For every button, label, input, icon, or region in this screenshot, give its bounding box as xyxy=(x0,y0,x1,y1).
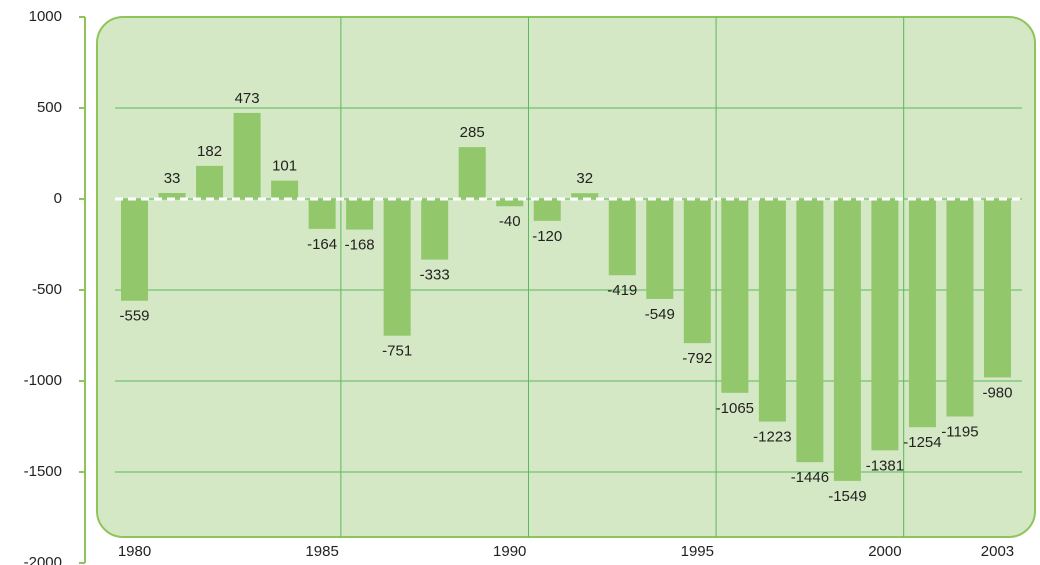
data-label: -549 xyxy=(645,306,675,323)
data-label: -333 xyxy=(420,267,450,284)
data-label: -419 xyxy=(607,282,637,299)
bar xyxy=(833,199,861,481)
x-tick-label: 2000 xyxy=(868,543,901,560)
data-label: 101 xyxy=(272,158,297,175)
bar xyxy=(983,199,1011,378)
data-label: -164 xyxy=(307,236,337,253)
data-label: -1381 xyxy=(866,457,904,474)
data-label: -1195 xyxy=(941,423,978,440)
data-label: -1446 xyxy=(791,469,829,486)
data-label: 285 xyxy=(460,124,485,141)
data-label: -792 xyxy=(682,350,712,367)
data-label: -120 xyxy=(532,228,562,245)
bar xyxy=(421,199,449,260)
bar xyxy=(271,180,299,199)
bar xyxy=(871,199,899,451)
data-label: 33 xyxy=(164,170,181,187)
bar xyxy=(946,199,974,417)
y-tick-label: 1000 xyxy=(29,8,62,25)
bar xyxy=(496,199,524,207)
y-tick-label: -500 xyxy=(32,281,62,298)
bar xyxy=(233,112,261,199)
data-label: -1254 xyxy=(903,434,941,451)
bar xyxy=(383,199,411,336)
bar xyxy=(758,199,786,422)
data-label: -559 xyxy=(120,308,150,325)
bar xyxy=(346,199,374,230)
data-label: 473 xyxy=(235,90,260,107)
x-tick-label: 1995 xyxy=(681,543,714,560)
bar xyxy=(158,192,186,199)
data-label: -168 xyxy=(345,237,375,254)
bar xyxy=(608,199,636,276)
bar xyxy=(196,165,224,199)
bar xyxy=(908,199,936,428)
data-label: -1223 xyxy=(753,429,791,446)
y-tick-label: -1000 xyxy=(24,372,62,389)
x-tick-label: 1980 xyxy=(118,543,151,560)
y-tick-label: -1500 xyxy=(24,463,62,480)
bar xyxy=(683,199,711,344)
bar xyxy=(796,199,824,463)
bar xyxy=(571,193,599,199)
data-label: 32 xyxy=(576,170,593,187)
bar xyxy=(721,199,749,393)
bar xyxy=(121,199,149,301)
y-tick-label: -2000 xyxy=(24,554,62,565)
y-tick-label: 500 xyxy=(37,99,62,116)
data-label: -751 xyxy=(382,343,412,360)
bar xyxy=(646,199,674,299)
x-tick-label: 2003 xyxy=(981,543,1014,560)
x-tick-label: 1990 xyxy=(493,543,526,560)
data-label: 182 xyxy=(197,143,222,160)
x-tick-label: 1985 xyxy=(305,543,338,560)
data-label: -980 xyxy=(982,384,1012,401)
y-tick-label: 0 xyxy=(54,190,62,207)
bar xyxy=(458,147,486,199)
bar xyxy=(533,199,561,221)
bar xyxy=(308,199,336,229)
data-label: -1065 xyxy=(716,400,754,417)
data-label: -1549 xyxy=(828,488,866,505)
data-label: -40 xyxy=(499,213,521,230)
